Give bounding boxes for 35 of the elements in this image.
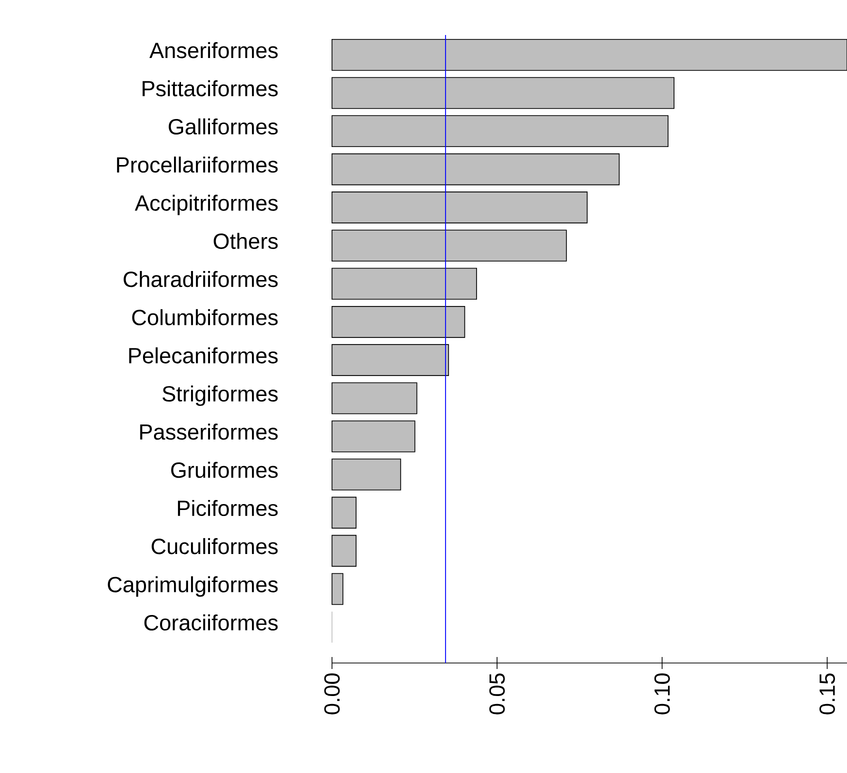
y-tick-label: Gruiformes — [171, 462, 278, 478]
x-tick-label: 0.05 — [489, 673, 505, 714]
y-tick-label: Passeriformes — [140, 424, 278, 440]
y-tick-label: Caprimulgiformes — [108, 576, 278, 597]
bar — [332, 420, 416, 452]
y-tick-label: Galliformes — [168, 118, 278, 135]
y-tick-label: Strigiformes — [162, 385, 278, 406]
x-tick-label: 0.10 — [654, 673, 670, 714]
x-tick-label: 0.15 — [819, 673, 835, 714]
bar — [332, 38, 847, 71]
x-tick-label: 0.00 — [324, 673, 340, 714]
y-tick-label: Others — [214, 232, 278, 249]
bar — [332, 573, 344, 605]
bar — [332, 458, 402, 490]
bar — [332, 496, 356, 529]
y-tick-label: Charadriiformes — [124, 271, 278, 288]
bar — [332, 153, 620, 186]
y-tick-label: Pelecaniformes — [129, 347, 278, 364]
bar — [332, 230, 567, 262]
bar — [332, 115, 668, 148]
bar — [332, 192, 588, 224]
bar — [332, 534, 356, 567]
bar — [332, 382, 418, 414]
y-tick-label: Columbiformes — [132, 309, 278, 326]
bar — [332, 268, 477, 300]
bar — [332, 77, 674, 109]
y-tick-label: Psittaciformes — [142, 80, 278, 96]
y-tick-label: Procellariiformes — [117, 156, 278, 173]
y-tick-label: Accipitriformes — [134, 194, 278, 216]
y-tick-label: Cuculiformes — [152, 538, 278, 554]
bar — [332, 344, 449, 376]
y-tick-label: Piciformes — [178, 500, 278, 516]
y-tick-label: Coraciiformes — [144, 614, 278, 631]
y-tick-label: Anseriformes — [149, 42, 278, 58]
bar — [332, 306, 466, 338]
